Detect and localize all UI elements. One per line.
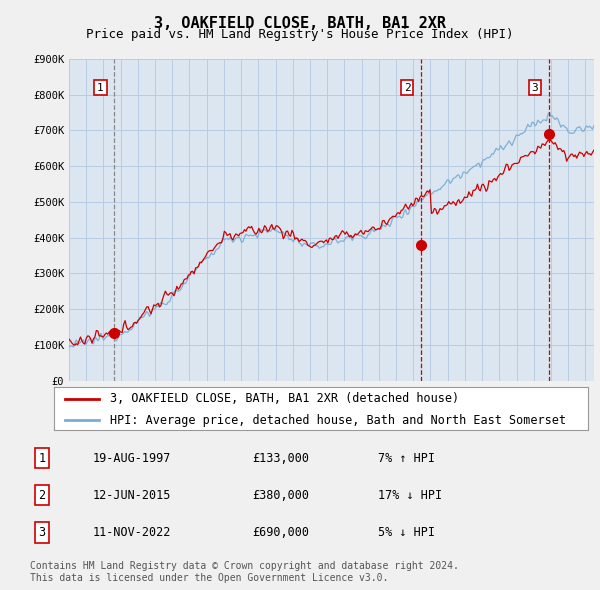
Text: 1: 1 <box>38 451 46 465</box>
Text: 2: 2 <box>38 489 46 502</box>
Text: 3, OAKFIELD CLOSE, BATH, BA1 2XR: 3, OAKFIELD CLOSE, BATH, BA1 2XR <box>154 16 446 31</box>
Text: 3: 3 <box>38 526 46 539</box>
Text: £380,000: £380,000 <box>252 489 309 502</box>
Text: 19-AUG-1997: 19-AUG-1997 <box>93 451 172 465</box>
Text: 3, OAKFIELD CLOSE, BATH, BA1 2XR (detached house): 3, OAKFIELD CLOSE, BATH, BA1 2XR (detach… <box>110 392 459 405</box>
Text: 5% ↓ HPI: 5% ↓ HPI <box>378 526 435 539</box>
Text: 11-NOV-2022: 11-NOV-2022 <box>93 526 172 539</box>
Text: £133,000: £133,000 <box>252 451 309 465</box>
Text: £690,000: £690,000 <box>252 526 309 539</box>
Text: 7% ↑ HPI: 7% ↑ HPI <box>378 451 435 465</box>
Text: 12-JUN-2015: 12-JUN-2015 <box>93 489 172 502</box>
Text: 3: 3 <box>532 83 538 93</box>
Text: Contains HM Land Registry data © Crown copyright and database right 2024.
This d: Contains HM Land Registry data © Crown c… <box>30 561 459 583</box>
Text: Price paid vs. HM Land Registry's House Price Index (HPI): Price paid vs. HM Land Registry's House … <box>86 28 514 41</box>
Text: HPI: Average price, detached house, Bath and North East Somerset: HPI: Average price, detached house, Bath… <box>110 414 566 427</box>
Text: 17% ↓ HPI: 17% ↓ HPI <box>378 489 442 502</box>
Text: 2: 2 <box>404 83 410 93</box>
Text: 1: 1 <box>97 83 104 93</box>
